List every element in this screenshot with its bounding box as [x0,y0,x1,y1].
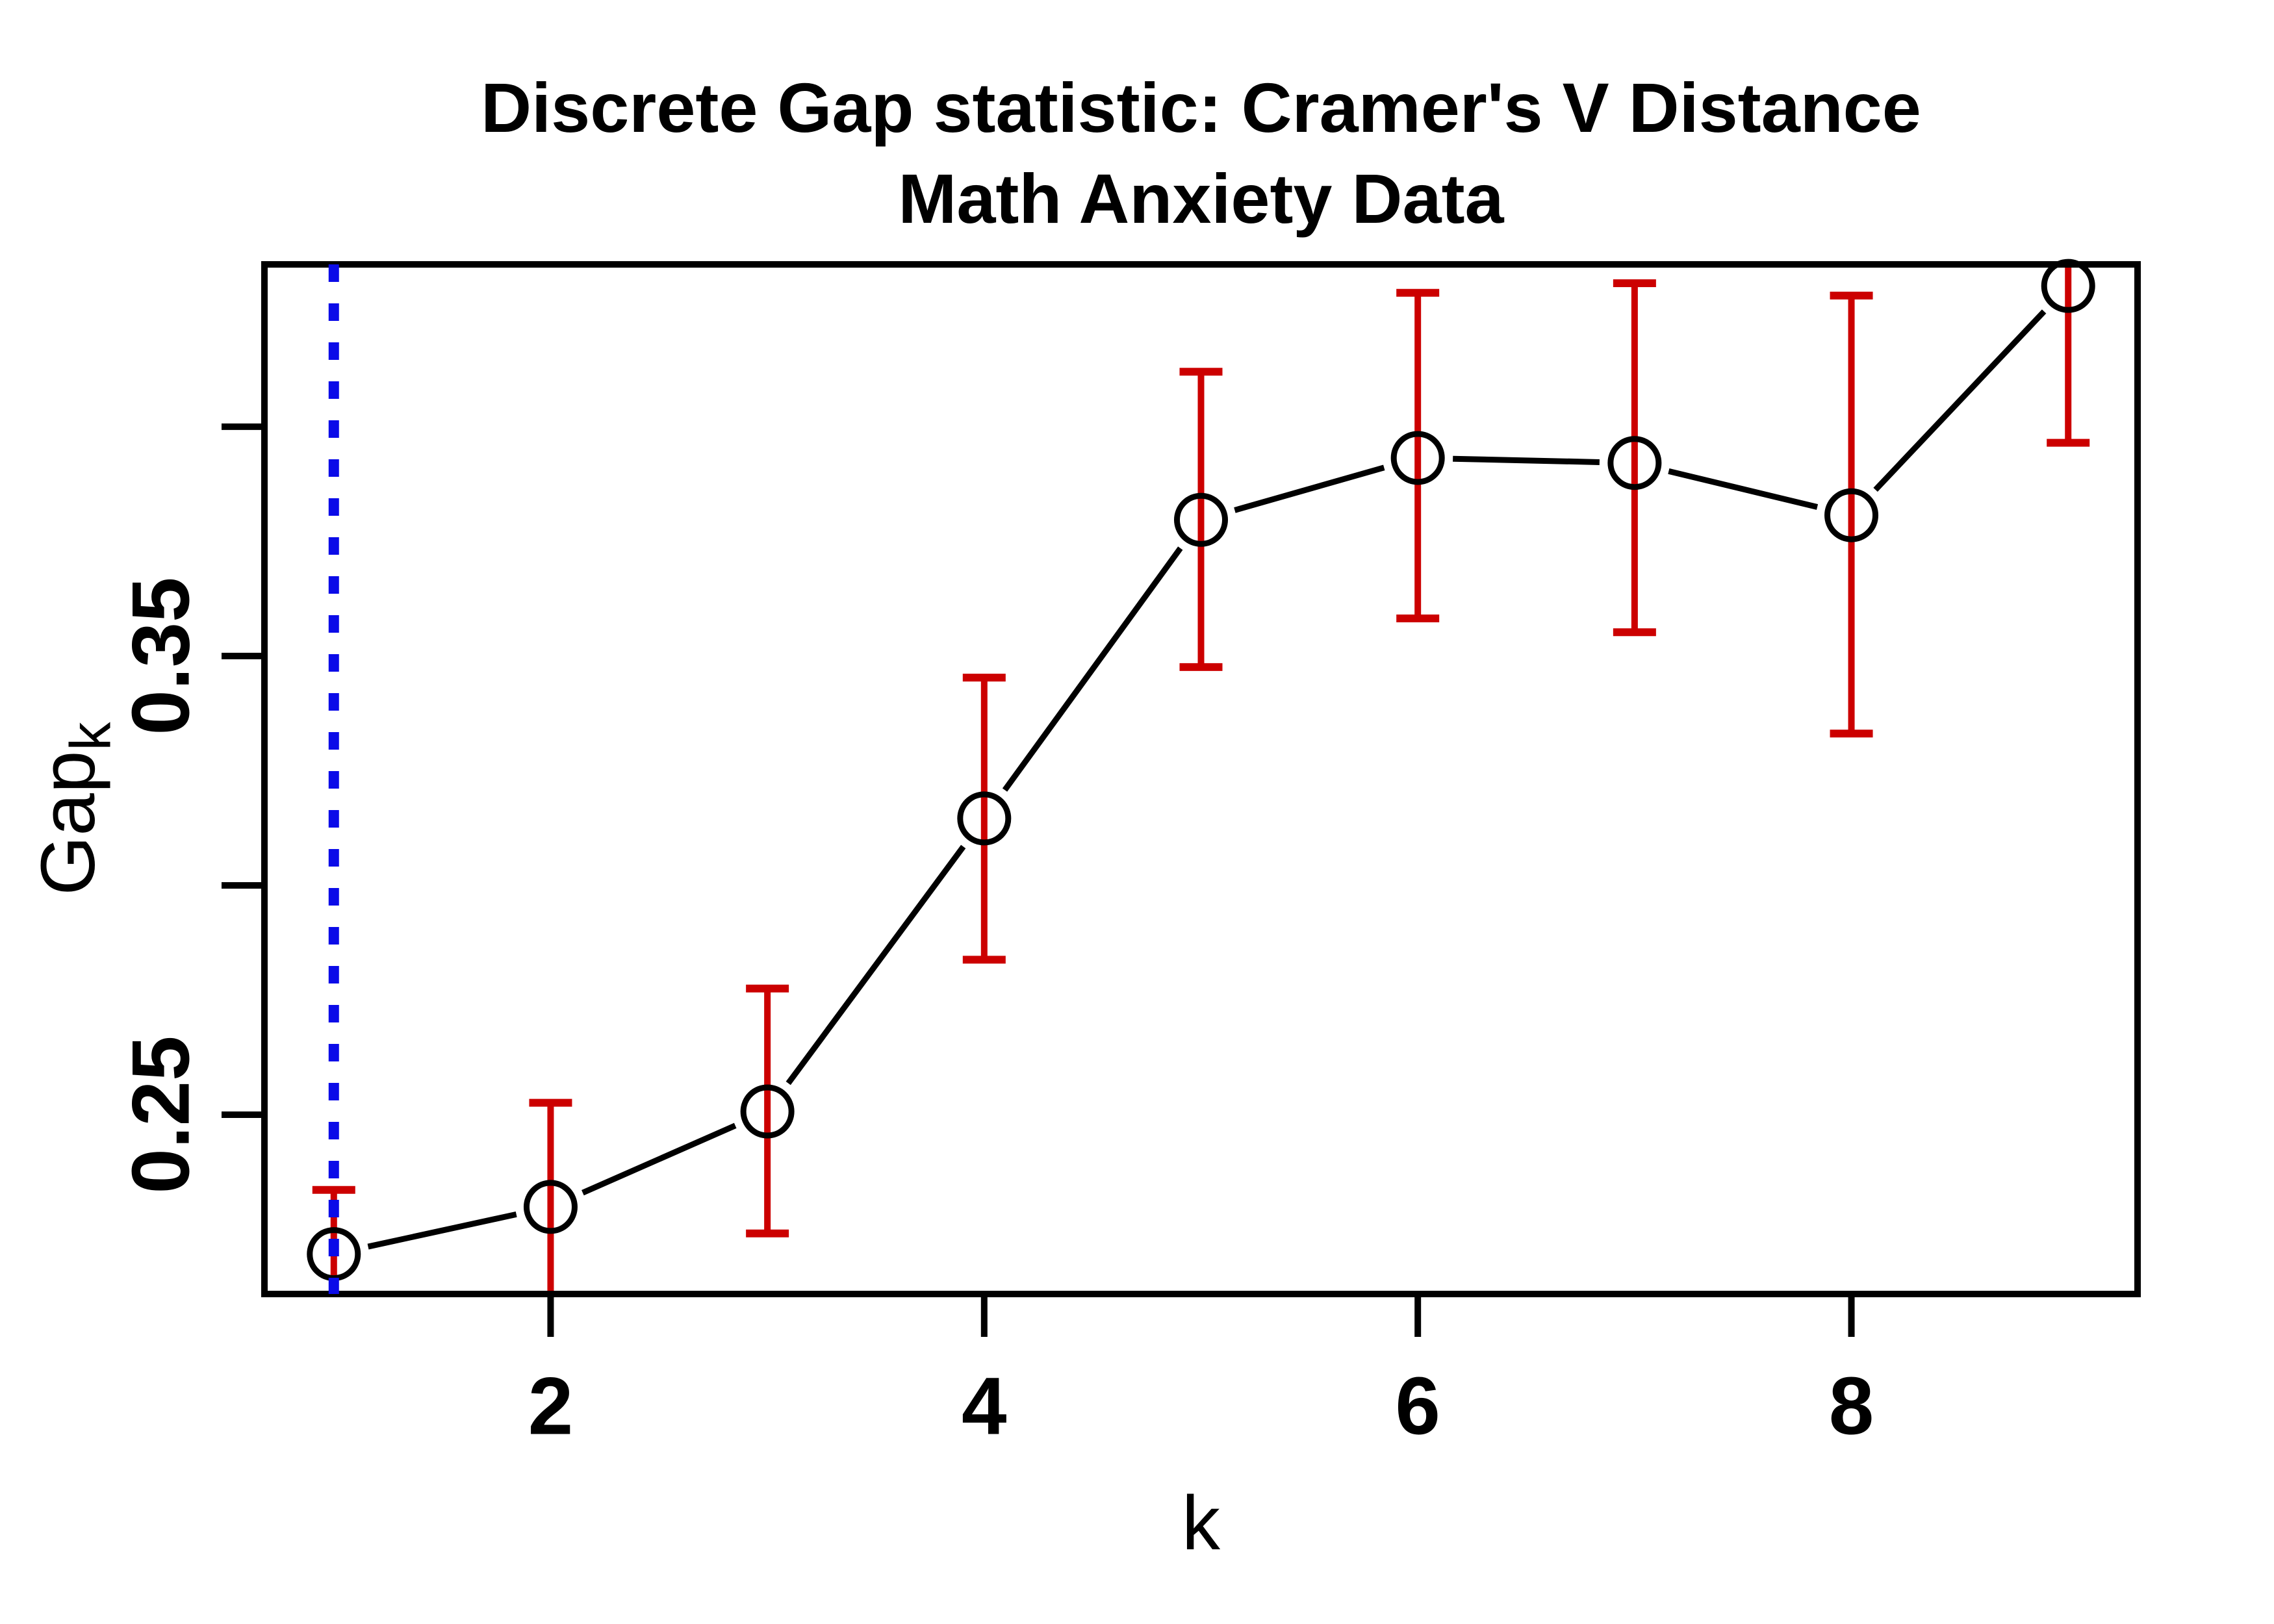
y-tick-label: 0.25 [116,1035,207,1194]
data-point-circle [740,1084,795,1139]
x-axis-title: k [1182,1480,1220,1566]
data-point-circle [523,1180,578,1234]
x-tick-label: 6 [1395,1361,1440,1452]
data-point-circle [957,791,1012,846]
y-axis-title: Gapk [25,722,123,895]
data-line-segment [581,1123,737,1196]
data-line-segment [367,1211,517,1250]
data-point-circle [1390,431,1445,485]
plot-box [261,261,2141,1297]
y-axis-title-subscript: k [58,721,123,750]
data-line-segment [1234,464,1385,513]
data-point-circle [1174,492,1228,547]
chart-title: Discrete Gap statistic: Cramer's V Dista… [481,68,1921,147]
y-axis-title-base: Gap [25,750,111,896]
y-tick-label: 0.35 [116,577,207,735]
chart-subtitle: Math Anxiety Data [898,159,1504,238]
x-tick-label: 4 [962,1361,1007,1452]
x-tick-label: 2 [528,1361,574,1452]
data-line-segment [1873,309,2047,492]
data-point-circle [1607,436,1662,490]
data-line-segment [1668,468,1819,510]
data-line-segment [1002,546,1183,792]
data-line-segment [786,844,966,1085]
data-point-circle [1824,488,1879,542]
data-line-segment [1453,455,1600,465]
x-tick-label: 8 [1828,1361,1874,1452]
